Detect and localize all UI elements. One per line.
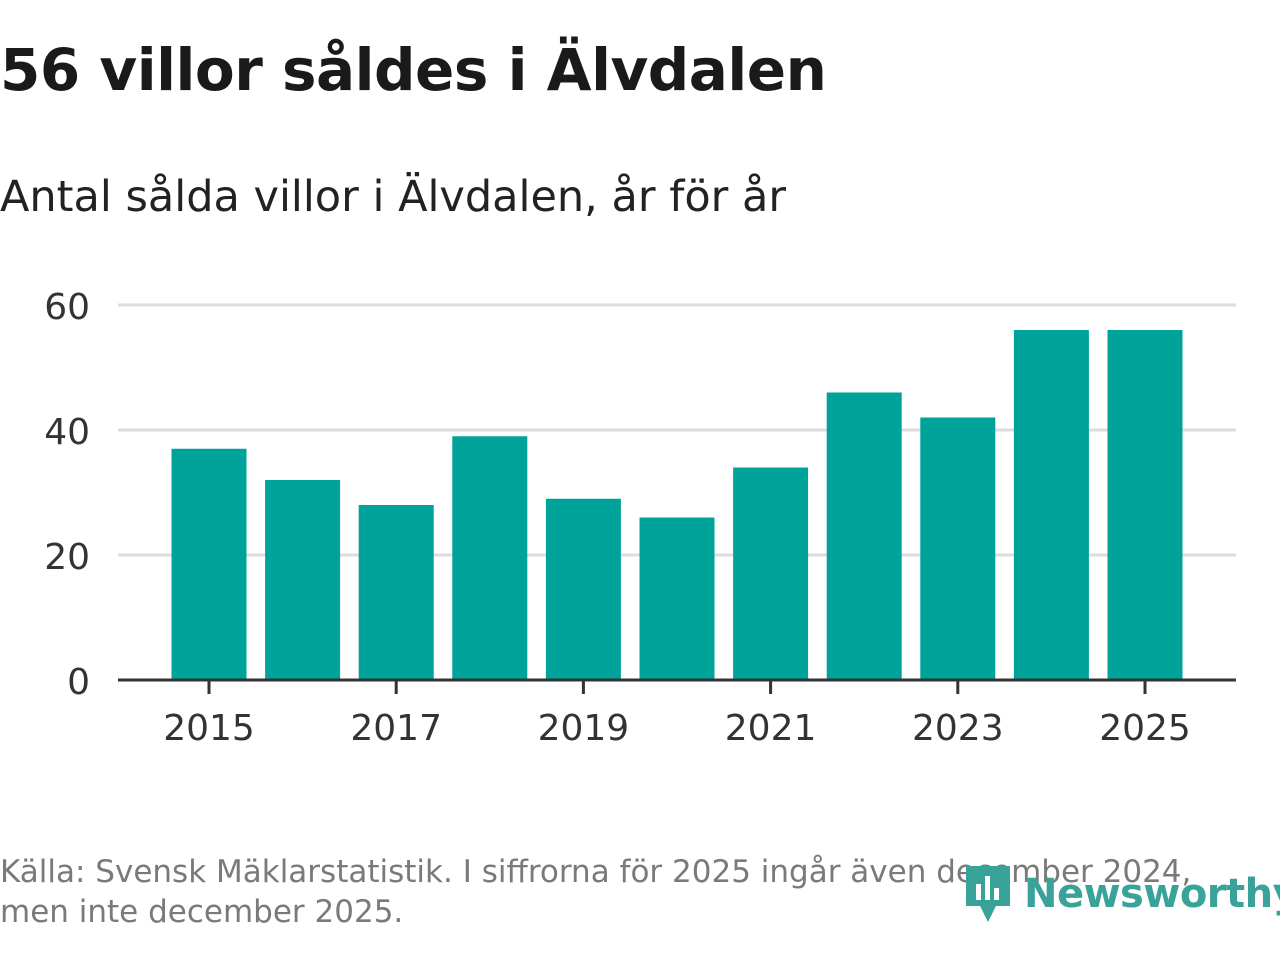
bars: [171, 330, 1183, 680]
bar-2016: [265, 480, 341, 680]
bar-2023: [920, 417, 996, 680]
chart-subtitle: Antal sålda villor i Älvdalen, år för år: [0, 172, 787, 222]
bar-2021: [733, 467, 809, 680]
bar-2022: [826, 392, 902, 680]
bar-2020: [639, 517, 715, 680]
y-tick-label: 60: [44, 287, 90, 328]
y-tick-label: 40: [44, 412, 90, 453]
bar-2015: [171, 448, 247, 680]
x-tick-label: 2023: [912, 708, 1004, 749]
newsworthy-logo: Newsworthy: [962, 862, 1280, 926]
x-tick-label: 2025: [1099, 708, 1191, 749]
x-tick-label: 2019: [538, 708, 630, 749]
x-tick-label: 2017: [350, 708, 442, 749]
bar-2018: [452, 436, 528, 680]
newsworthy-logo-text: Newsworthy: [1024, 871, 1280, 917]
bar-chart: 2015 2017 2019 2021 2023 2025 0 20 40 60: [44, 287, 1236, 749]
newsworthy-logo-icon: [966, 866, 1010, 922]
bar-2025: [1107, 330, 1183, 680]
x-tick-label: 2015: [163, 708, 255, 749]
y-tick-label: 0: [67, 662, 90, 703]
bar-2017: [358, 505, 434, 680]
bar-2024: [1013, 330, 1089, 680]
x-axis-ticks: 2015 2017 2019 2021 2023 2025: [163, 680, 1191, 749]
source-note-line-2: men inte december 2025.: [0, 894, 404, 930]
y-tick-label: 20: [44, 537, 90, 578]
bar-2019: [545, 498, 621, 680]
x-tick-label: 2021: [725, 708, 817, 749]
chart-title: 56 villor såldes i Älvdalen: [0, 36, 827, 104]
y-axis-ticks: 0 20 40 60: [44, 287, 90, 703]
